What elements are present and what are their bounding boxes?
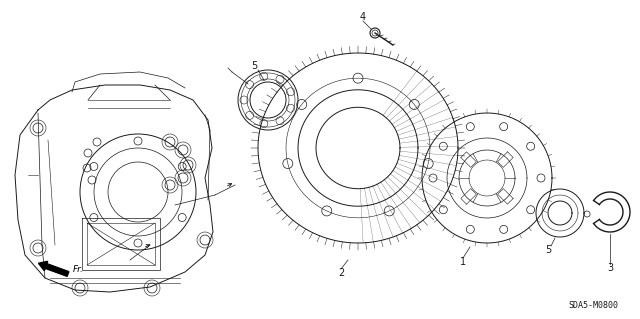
Circle shape [370, 28, 380, 38]
Text: 5: 5 [251, 61, 257, 71]
Text: 2: 2 [338, 268, 344, 278]
FancyArrow shape [38, 261, 69, 276]
Text: 1: 1 [460, 257, 466, 267]
Text: 3: 3 [607, 263, 613, 273]
Text: 5: 5 [545, 245, 551, 255]
Text: 4: 4 [360, 12, 366, 22]
Text: SDA5-M0800: SDA5-M0800 [568, 301, 618, 310]
Text: Fr.: Fr. [73, 264, 84, 273]
